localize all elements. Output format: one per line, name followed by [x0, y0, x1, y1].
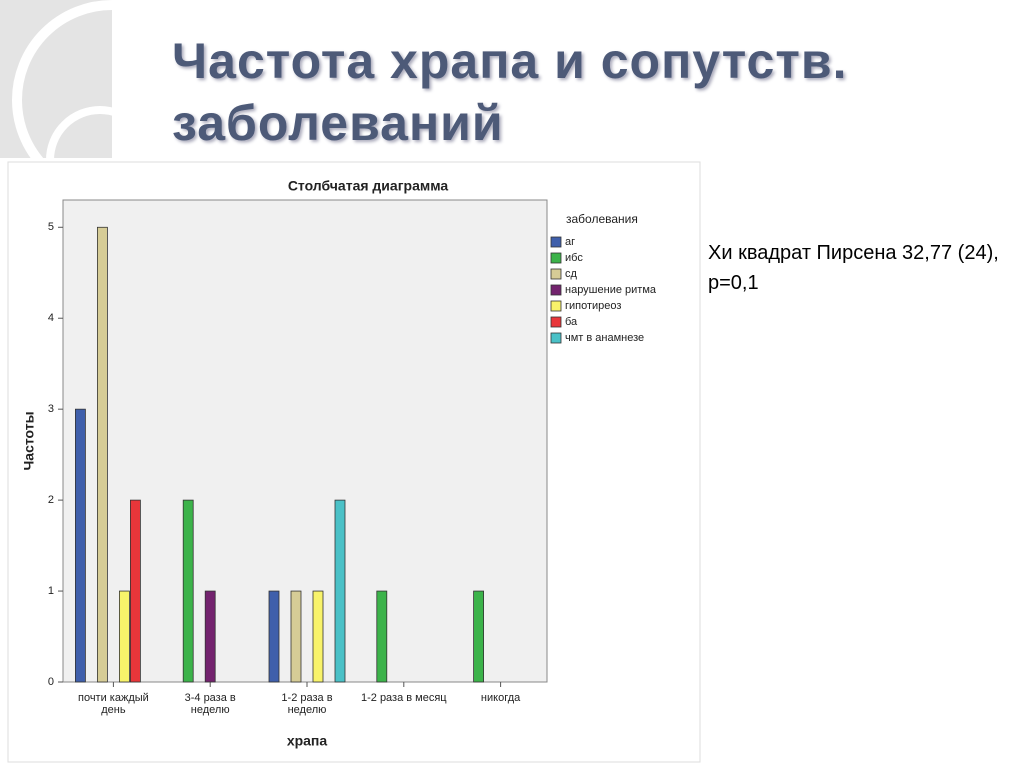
bar: [75, 408, 86, 683]
y-tick-label: 0: [48, 676, 54, 688]
legend-swatch: [550, 236, 562, 248]
y-axis-label: Частоты: [21, 411, 37, 470]
y-tick-label: 3: [48, 403, 54, 415]
legend-label: чмт в анамнезе: [565, 332, 644, 344]
bar: [376, 590, 388, 683]
bar: [182, 499, 194, 683]
bar: [204, 590, 216, 683]
bar: [473, 590, 485, 683]
legend-label: нарушение ритма: [565, 284, 657, 296]
x-tick-label: никогда: [480, 692, 521, 704]
bar: [268, 590, 280, 683]
bar: [129, 499, 141, 683]
bar: [97, 226, 108, 683]
y-tick-label: 4: [48, 312, 54, 324]
x-tick-label: 3-4 раза в неделю: [184, 692, 236, 716]
y-tick-label: 2: [48, 494, 54, 506]
bar: [334, 499, 346, 683]
slide-title: Частота храпа и сопутств. заболеваний: [172, 33, 848, 151]
y-tick-label: 1: [48, 585, 54, 597]
legend-label: аг: [565, 236, 575, 248]
legend-swatch: [550, 300, 562, 312]
legend-title: заболевания: [566, 212, 638, 226]
y-tick-label: 5: [48, 221, 54, 233]
x-tick-label: 1-2 раза в неделю: [281, 692, 333, 716]
bar: [290, 590, 302, 683]
x-tick-label: 1-2 раза в месяц: [360, 692, 447, 704]
legend-swatch: [550, 316, 562, 328]
x-tick-label: почти каждый день: [77, 692, 149, 716]
legend-label: гипотиреоз: [565, 300, 621, 312]
legend-swatch: [550, 252, 562, 264]
x-axis-label: храпа: [287, 733, 328, 749]
note: Хи квадрат Пирсена 32,77 (24), p=0,1: [708, 242, 999, 294]
legend-swatch: [550, 284, 562, 296]
legend-label: сд: [565, 268, 578, 280]
legend-swatch: [550, 268, 562, 280]
chart-title: Столбчатая диаграмма: [288, 178, 449, 194]
legend-swatch: [550, 332, 562, 344]
bar: [312, 590, 324, 683]
legend-label: ба: [565, 316, 578, 328]
bar: [119, 590, 130, 683]
plot-area: [62, 199, 548, 683]
legend-label: ибс: [565, 252, 583, 264]
